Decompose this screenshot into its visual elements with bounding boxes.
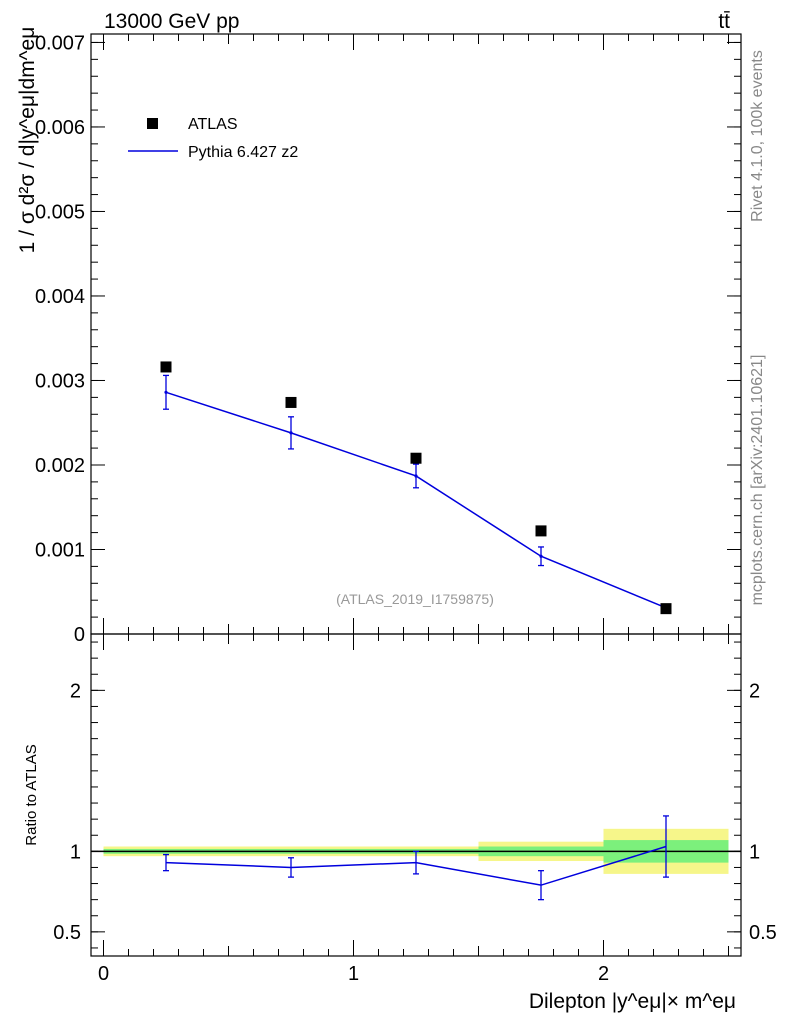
x-axis-label: Dilepton |y^eμ|× m^eμ — [529, 990, 736, 1013]
pythia-point-0 — [164, 390, 168, 394]
atlas-point-3 — [535, 525, 547, 537]
header-title: 13000 GeV pp — [104, 10, 239, 33]
ratio-ytick-label-left-1: 1 — [70, 841, 81, 863]
atlas-point-2 — [410, 452, 422, 464]
main-panel: 0 0.001 0.002 0.003 0.004 0.005 0.006 0.007 — [35, 32, 742, 646]
main-ytick-label-1: 0.001 — [35, 539, 85, 561]
ratio-ytick-label-left-2: 2 — [70, 680, 81, 702]
main-ytick-label-5: 0.005 — [35, 201, 85, 223]
x-tick-label-1: 1 — [348, 963, 359, 985]
legend: ATLAS Pythia 6.427 z2 — [128, 116, 298, 161]
pythia-point-3 — [539, 554, 543, 558]
ratio-frame — [90, 633, 742, 957]
main-ytick-label-6: 0.006 — [35, 117, 85, 139]
atlas-point-1 — [285, 396, 297, 408]
ratio-ytick-label-left-0: 0.5 — [53, 922, 81, 944]
ratio-ytick-label-right-0: 0.5 — [749, 922, 777, 944]
rivet-label: Rivet 4.1.0, 100k events — [749, 50, 766, 222]
ratio-y-axis-label: Ratio to ATLAS — [23, 744, 40, 845]
legend-label-pythia: Pythia 6.427 z2 — [188, 144, 298, 161]
pythia-point-2 — [414, 474, 418, 478]
main-ytick-label-2: 0.002 — [35, 455, 85, 477]
main-y-axis-label: 1 / σ d²σ / d|y^eμ|dm^eμ — [16, 27, 39, 254]
main-ytick-label-4: 0.004 — [35, 286, 85, 308]
legend-marker-atlas — [147, 118, 158, 129]
atlas-point-4 — [660, 603, 672, 615]
analysis-annotation: (ATLAS_2019_I1759875) — [336, 591, 494, 607]
main-ytick-label-7: 0.007 — [35, 32, 85, 54]
atlas-point-0 — [160, 361, 172, 373]
x-tick-label-2: 2 — [598, 963, 609, 985]
ratio-ytick-label-right-2: 2 — [749, 680, 760, 702]
main-ytick-label-3: 0.003 — [35, 370, 85, 392]
pythia-line — [165, 391, 667, 609]
ratio-panel: 0 1 2 0.5 0.5 1 1 2 2 — [53, 633, 777, 985]
pythia-point-1 — [289, 431, 293, 435]
mcplots-label: mcplots.cern.ch [arXiv:2401.10621] — [749, 355, 766, 606]
legend-label-atlas: ATLAS — [188, 116, 238, 133]
process-label: tt̄ — [718, 10, 730, 33]
ratio-ytick-label-right-1: 1 — [749, 841, 760, 863]
main-ytick-label-0: 0 — [74, 624, 85, 646]
x-tick-label-0: 0 — [98, 963, 109, 985]
